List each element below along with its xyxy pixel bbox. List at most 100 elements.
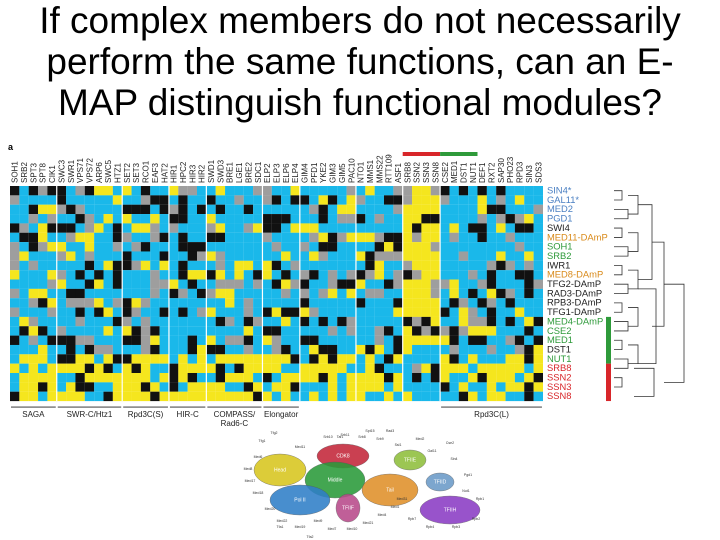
heatmap-cell <box>486 344 497 355</box>
column-label: GIM5 <box>338 163 347 183</box>
heatmap-cell <box>355 242 366 252</box>
heatmap-cell <box>271 382 282 392</box>
heatmap-cell <box>430 260 441 271</box>
heatmap-cell <box>206 335 216 345</box>
heatmap-cell <box>56 242 67 252</box>
heatmap-cell <box>253 344 263 355</box>
heatmap-cell <box>365 195 375 205</box>
heatmap-cell <box>355 316 366 327</box>
heatmap-cell <box>449 260 459 271</box>
complex-node-label: Tail <box>386 488 394 494</box>
heatmap-cell <box>150 242 160 252</box>
dendrogram-branch <box>628 269 639 290</box>
complex-node <box>335 493 361 523</box>
protein-label: Med10 <box>347 527 358 531</box>
heatmap-cell <box>66 363 76 374</box>
heatmap-cell <box>281 204 291 215</box>
heatmap-cell <box>412 195 422 205</box>
heatmap-cell <box>402 204 413 215</box>
heatmap-cell <box>477 279 487 289</box>
heatmap-cell <box>150 204 160 215</box>
heatmap-cell <box>112 186 123 196</box>
heatmap-cell <box>514 344 525 355</box>
heatmap-cell <box>206 344 216 355</box>
heatmap-cell <box>486 316 497 327</box>
heatmap-cell <box>187 288 198 299</box>
heatmap-cell <box>318 382 328 392</box>
heatmap-cell <box>140 232 151 243</box>
heatmap-cell <box>421 316 431 327</box>
heatmap-cell <box>505 363 515 374</box>
heatmap-cell <box>524 279 534 289</box>
heatmap-cell <box>337 307 347 317</box>
heatmap-cell <box>290 354 300 364</box>
column-label: SSN3 <box>422 162 431 183</box>
heatmap-cell <box>243 326 254 336</box>
heatmap-cell <box>243 373 254 383</box>
protein-label: Med22 <box>277 519 288 523</box>
heatmap-cell <box>309 270 319 280</box>
heatmap-cell <box>524 326 534 336</box>
heatmap-cell <box>140 214 151 224</box>
heatmap-cell <box>496 344 506 355</box>
heatmap-cell <box>271 260 282 271</box>
heatmap-cell <box>290 391 300 402</box>
heatmap-cell <box>477 260 487 271</box>
heatmap-cell <box>150 251 160 261</box>
heatmap-cell <box>178 242 188 252</box>
heatmap-cell <box>477 242 487 252</box>
heatmap-cell <box>524 335 534 345</box>
heatmap-cell <box>299 344 310 355</box>
heatmap-cell <box>197 335 207 345</box>
heatmap-cell <box>309 382 319 392</box>
heatmap-cell <box>234 344 244 355</box>
heatmap-cell <box>19 195 29 205</box>
heatmap-cell <box>458 204 469 215</box>
heatmap-cell <box>346 326 356 336</box>
heatmap-cell <box>103 363 113 374</box>
heatmap-cell <box>140 186 151 196</box>
heatmap-cell <box>309 232 319 243</box>
heatmap-cell <box>206 288 216 299</box>
heatmap-cell <box>131 204 141 215</box>
heatmap-cell <box>365 186 375 196</box>
heatmap-cell <box>281 251 291 261</box>
heatmap-cell <box>412 204 422 215</box>
heatmap-cell <box>243 279 254 289</box>
heatmap-cell <box>412 214 422 224</box>
heatmap-cell <box>243 204 254 215</box>
heatmap-cell <box>10 186 20 196</box>
heatmap-cell <box>206 307 216 317</box>
column-label: CIK1 <box>48 165 57 183</box>
heatmap-cell <box>75 344 85 355</box>
heatmap-cell <box>28 260 39 271</box>
heatmap-cell <box>421 307 431 317</box>
heatmap-cell <box>66 307 76 317</box>
heatmap-cell <box>197 316 207 327</box>
heatmap-cell <box>365 204 375 215</box>
heatmap-cell <box>346 316 356 327</box>
heatmap-cell <box>524 344 534 355</box>
heatmap-cell <box>56 382 67 392</box>
heatmap-cell <box>505 373 515 383</box>
row-label: DST1 <box>547 343 571 354</box>
heatmap-cell <box>486 326 497 336</box>
heatmap-cell <box>337 204 347 215</box>
heatmap-cell <box>122 326 132 336</box>
heatmap-cell <box>47 354 57 364</box>
heatmap-cell <box>243 354 254 364</box>
heatmap-cell <box>225 242 235 252</box>
heatmap-cell <box>458 363 469 374</box>
heatmap-cell <box>496 242 506 252</box>
mediator-diagram: CDK8 Head Middle Tail Pol II TFIIH TFIIE TFIID T… <box>244 429 485 539</box>
heatmap-cell <box>505 260 515 271</box>
heatmap-cell <box>365 214 375 224</box>
heatmap-cell <box>243 195 254 205</box>
heatmap-cell <box>225 186 235 196</box>
column-label: PHO23 <box>506 156 515 183</box>
heatmap-cell <box>66 251 76 261</box>
heatmap-cell <box>421 251 431 261</box>
heatmap-cell <box>384 186 394 196</box>
heatmap-cell <box>496 214 506 224</box>
heatmap-cell <box>262 270 272 280</box>
